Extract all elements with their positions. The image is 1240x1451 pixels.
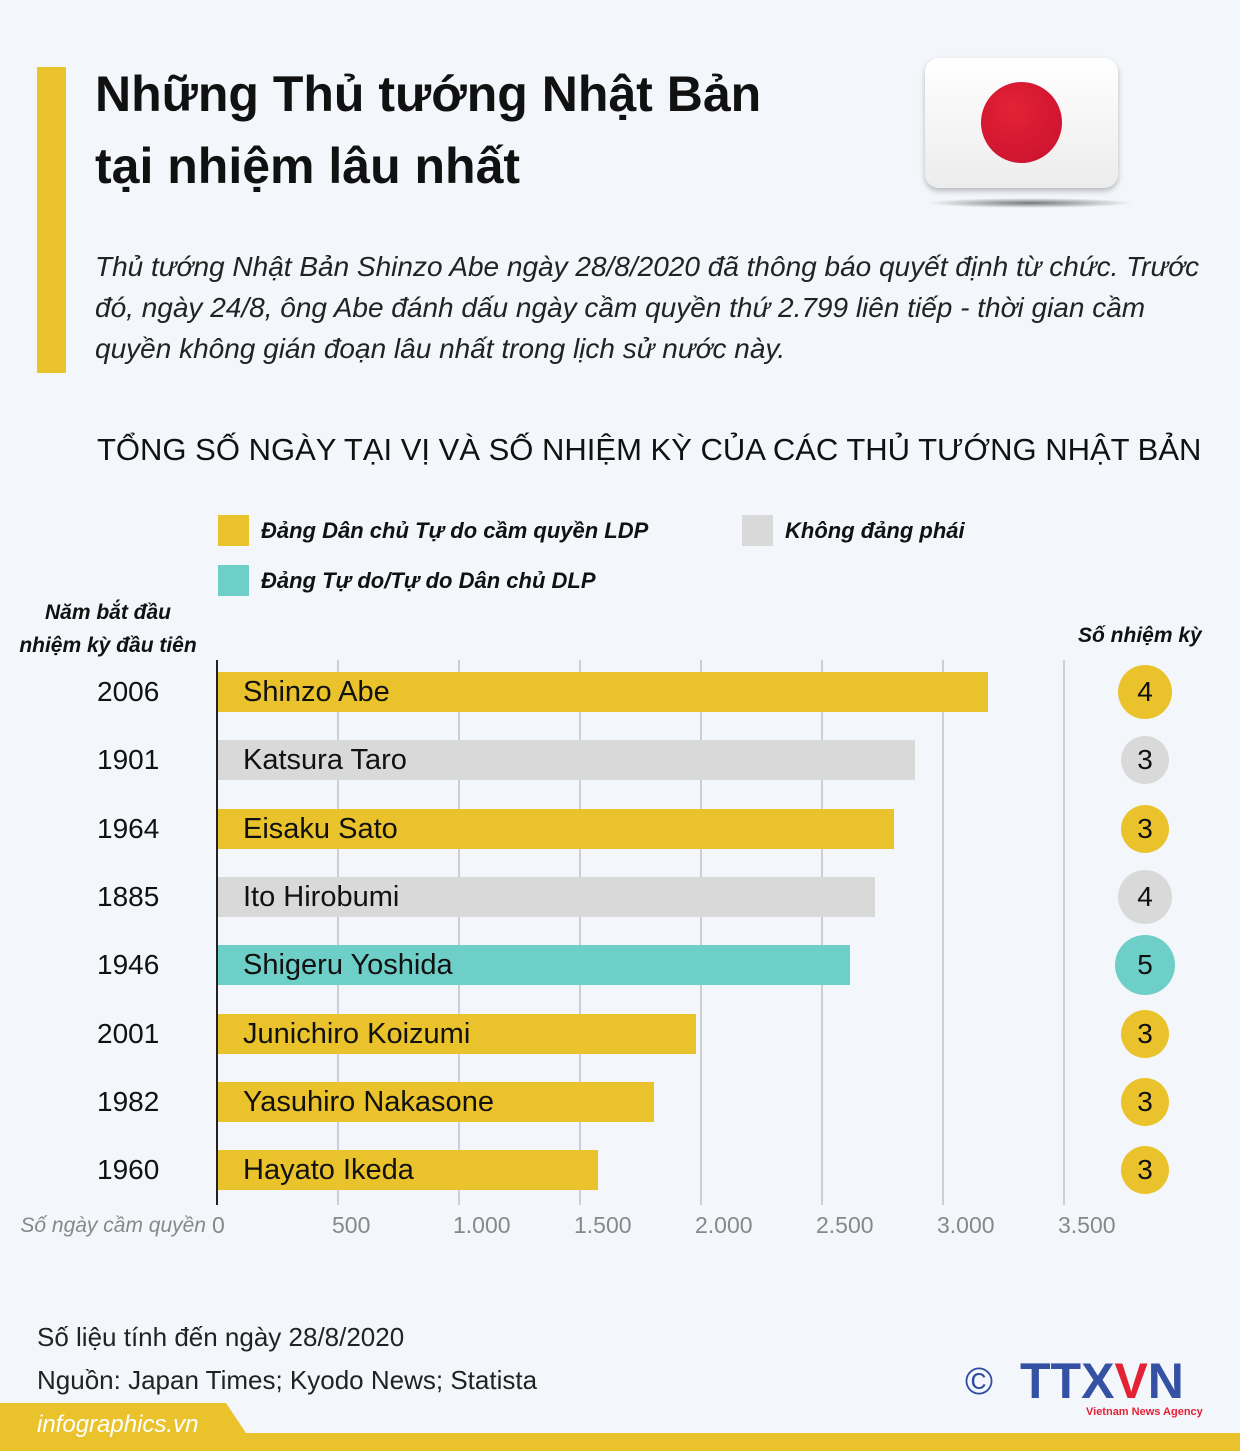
year-label: 2001 bbox=[97, 1017, 160, 1049]
x-axis-label: Số ngày cầm quyền bbox=[20, 1214, 206, 1237]
terms-badge: 4 bbox=[1118, 665, 1172, 719]
bar: Hayato Ikeda bbox=[217, 1150, 599, 1191]
gridline bbox=[942, 660, 944, 1205]
x-tick-label: 2.000 bbox=[695, 1212, 753, 1238]
x-tick-label: 500 bbox=[332, 1212, 371, 1238]
footnote: Số liệu tính đến ngày 28/8/2020 Nguồn: J… bbox=[37, 1316, 537, 1402]
copyright-icon: © bbox=[965, 1361, 993, 1403]
y-axis-line bbox=[216, 660, 218, 1205]
year-label: 1960 bbox=[97, 1154, 160, 1186]
year-column-label-text: Năm bắt đầu nhiệm kỳ đầu tiên bbox=[19, 601, 197, 657]
bar: Junichiro Koizumi bbox=[217, 1013, 697, 1054]
terms-badge: 4 bbox=[1118, 869, 1172, 924]
chart-title: TỔNG SỐ NGÀY TẠI VỊ VÀ SỐ NHIỆM KỲ CỦA C… bbox=[97, 432, 1202, 467]
terms-badge: 3 bbox=[1121, 1146, 1169, 1195]
year-label: 1964 bbox=[97, 812, 160, 844]
terms-badge: 5 bbox=[1115, 935, 1175, 996]
legend-label: Đảng Tự do/Tự do Dân chủ DLP bbox=[261, 567, 596, 593]
year-column-label: Năm bắt đầu nhiệm kỳ đầu tiên bbox=[2, 596, 214, 662]
x-tick-label: 3.500 bbox=[1058, 1212, 1116, 1238]
legend-label: Đảng Dân chủ Tự do cầm quyền LDP bbox=[261, 517, 649, 543]
bar: Shigeru Yoshida bbox=[217, 945, 851, 986]
x-tick-label: 0 bbox=[212, 1212, 225, 1238]
legend-swatch-dlp bbox=[218, 565, 249, 596]
bar: Ito Hirobumi bbox=[217, 876, 876, 917]
description: Thủ tướng Nhật Bản Shinzo Abe ngày 28/8/… bbox=[95, 251, 1200, 364]
bar-label: Ito Hirobumi bbox=[243, 880, 400, 913]
ttxvn-logo: TTXVN bbox=[1020, 1353, 1184, 1409]
bar: Yasuhiro Nakasone bbox=[217, 1081, 655, 1122]
japan-flag-icon bbox=[925, 58, 1118, 188]
bar-label: Shigeru Yoshida bbox=[243, 949, 453, 982]
accent-bar bbox=[37, 67, 66, 373]
legend-none: Không đảng phái bbox=[742, 515, 965, 546]
footer-tab bbox=[0, 1403, 258, 1451]
gridline bbox=[700, 660, 702, 1205]
bar: Eisaku Sato bbox=[217, 808, 895, 849]
gridline bbox=[579, 660, 581, 1205]
gridline bbox=[1063, 660, 1065, 1205]
year-label: 1946 bbox=[97, 949, 160, 981]
source-note: Nguồn: Japan Times; Kyodo News; Statista bbox=[37, 1365, 538, 1395]
x-tick-label: 1.500 bbox=[574, 1212, 632, 1238]
legend-dlp: Đảng Tự do/Tự do Dân chủ DLP bbox=[218, 565, 596, 596]
title-line-2: tại nhiệm lâu nhất bbox=[95, 138, 521, 194]
terms-badge: 3 bbox=[1121, 1009, 1169, 1058]
terms-badge: 3 bbox=[1121, 804, 1169, 853]
year-label: 1901 bbox=[97, 744, 160, 776]
legend-ldp: Đảng Dân chủ Tự do cầm quyền LDP bbox=[218, 515, 648, 546]
year-label: 1885 bbox=[97, 880, 160, 912]
bar: Katsura Taro bbox=[217, 740, 916, 781]
bar-label: Eisaku Sato bbox=[243, 812, 398, 845]
data-date-note: Số liệu tính đến ngày 28/8/2020 bbox=[37, 1322, 405, 1352]
terms-badge: 3 bbox=[1121, 1077, 1169, 1126]
legend-label: Không đảng phái bbox=[785, 517, 965, 543]
gridline bbox=[337, 660, 339, 1205]
legend-swatch-ldp bbox=[218, 515, 249, 546]
x-tick-label: 3.000 bbox=[937, 1212, 995, 1238]
terms-column-label: Số nhiệm kỳ bbox=[1078, 624, 1202, 647]
year-label: 1982 bbox=[97, 1085, 160, 1117]
bar: Shinzo Abe bbox=[217, 672, 989, 712]
logo-subtitle: Vietnam News Agency bbox=[1086, 1406, 1203, 1418]
bar-label: Junichiro Koizumi bbox=[243, 1017, 471, 1050]
flag-shadow bbox=[925, 198, 1135, 208]
legend-swatch-none bbox=[742, 515, 773, 546]
x-tick-label: 1.000 bbox=[453, 1212, 511, 1238]
year-label: 2006 bbox=[97, 676, 160, 707]
title-line-1: Những Thủ tướng Nhật Bản bbox=[95, 66, 762, 122]
bar-label: Shinzo Abe bbox=[243, 676, 390, 708]
gridline bbox=[458, 660, 460, 1205]
x-tick-label: 2.500 bbox=[816, 1212, 874, 1238]
bar-label: Katsura Taro bbox=[243, 744, 407, 777]
bar-label: Hayato Ikeda bbox=[243, 1154, 414, 1187]
gridline bbox=[821, 660, 823, 1205]
bar-label: Yasuhiro Nakasone bbox=[243, 1085, 494, 1118]
site-link[interactable]: infographics.vn bbox=[37, 1411, 199, 1438]
terms-badge: 3 bbox=[1121, 736, 1169, 785]
footer-band bbox=[0, 1433, 1240, 1451]
page-title: Những Thủ tướng Nhật Bản tại nhiệm lâu n… bbox=[95, 58, 761, 202]
